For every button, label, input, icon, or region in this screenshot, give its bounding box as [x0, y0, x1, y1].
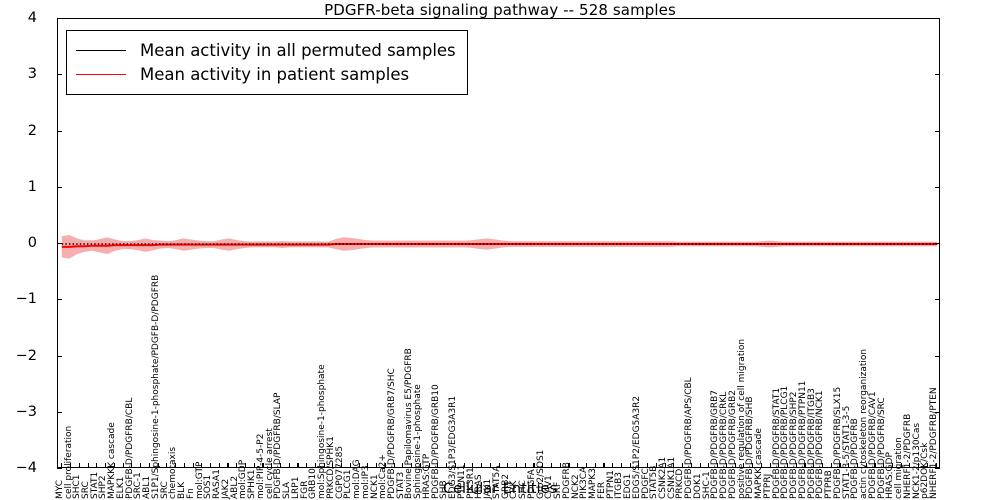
legend-entry-patient: Mean activity in patient samples: [76, 62, 456, 86]
y-tick-mark: [935, 186, 940, 188]
data-layer: [58, 19, 939, 467]
legend-swatch-red-line: [76, 73, 126, 75]
y-tick-mark: [935, 411, 940, 413]
y-tick-label: 4: [27, 9, 37, 26]
legend-label-permuted: Mean activity in all permuted samples: [140, 40, 456, 60]
plot-area: Mean activity in all permuted samples Me…: [57, 18, 940, 468]
legend-swatch-black-line: [76, 49, 126, 51]
y-tick-label: −3: [15, 403, 37, 420]
series-line: [61, 243, 938, 248]
y-tick-label: 1: [27, 178, 37, 195]
y-tick-label: 3: [27, 66, 37, 82]
y-tick-mark: [57, 468, 62, 470]
y-tick-label: −1: [15, 291, 37, 307]
y-tick-mark: [57, 355, 62, 357]
y-tick-mark: [935, 243, 940, 245]
y-tick-mark: [57, 411, 62, 413]
y-tick-mark: [57, 18, 62, 20]
y-tick-mark: [935, 299, 940, 301]
y-tick-mark: [935, 355, 940, 357]
y-tick-label: 0: [27, 234, 37, 251]
y-tick-label: 2: [27, 122, 37, 139]
y-tick-label: −2: [15, 347, 37, 364]
x-axis-title: Cellular Entities: [442, 481, 558, 497]
series-svg: [61, 235, 938, 259]
legend-label-patient: Mean activity in patient samples: [140, 64, 410, 84]
y-tick-mark: [57, 74, 62, 76]
chart-title: PDGFR-beta signaling pathway -- 528 samp…: [324, 1, 676, 19]
y-tick-mark: [57, 130, 62, 132]
confidence-band: [61, 235, 938, 259]
y-tick-mark: [57, 299, 62, 301]
x-tick-label: S1P1/Sphingosine-1-phosphate/PDGFB-D/PDG…: [150, 274, 161, 499]
y-tick-mark: [935, 130, 940, 132]
legend-entry-permuted: Mean activity in all permuted samples: [76, 38, 456, 62]
y-tick-mark: [935, 74, 940, 76]
y-tick-mark: [935, 18, 940, 20]
legend: Mean activity in all permuted samples Me…: [66, 30, 468, 95]
y-tick-mark: [57, 186, 62, 188]
y-tick-mark: [935, 468, 940, 470]
y-tick-mark: [57, 243, 62, 245]
y-tick-label: −4: [15, 459, 37, 476]
